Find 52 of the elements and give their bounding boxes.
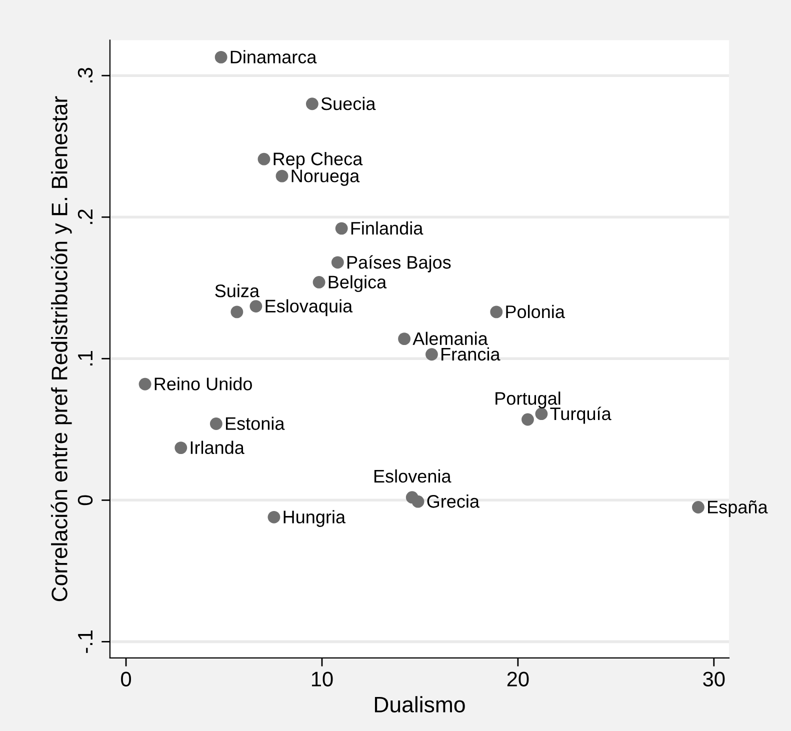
point (490, 306, 503, 318)
point (412, 495, 424, 508)
annotation: España (708, 500, 768, 518)
point (535, 408, 548, 420)
annotation: Belgica (328, 275, 387, 292)
x-tick-label: 0 (121, 672, 131, 686)
point (258, 152, 270, 166)
point (268, 510, 280, 524)
point (522, 413, 534, 426)
point (692, 501, 704, 514)
point (174, 442, 188, 454)
point (230, 306, 244, 318)
annotation: Suecia (321, 96, 376, 110)
annotation: Rep Checa (274, 152, 363, 169)
x-axis-title: Dualismo (374, 696, 465, 712)
annotation: Finlandia (351, 221, 424, 235)
x-tick-label: 20 (507, 672, 529, 686)
annotation: Países Bajos (347, 255, 451, 272)
point (214, 50, 228, 64)
y-tick-label: -.1 (78, 630, 92, 653)
point (138, 378, 152, 390)
x-tick-label: 30 (703, 672, 725, 686)
annotation: Francia (442, 347, 500, 361)
annotation: Eslovaquia (266, 299, 353, 316)
y-tick-label: .1 (78, 350, 92, 366)
x-tick-label: 10 (312, 672, 333, 686)
annotation: Noruega (292, 170, 360, 186)
annotation: Turquía (550, 406, 612, 424)
annotation: Estonia (226, 416, 285, 430)
y-axis-title: Correlación entre pref Redistribución y E. Bienestar (50, 96, 72, 602)
annotation: Reino Unido (154, 377, 252, 390)
annotation: Dinamarca (230, 50, 317, 64)
annotation: Hungria (284, 510, 346, 527)
annotation: Eslovenia (374, 469, 452, 483)
point (426, 348, 438, 361)
annotation: Suiza (215, 284, 260, 298)
annotation: Grecia (427, 494, 480, 508)
y-tick-label: .2 (78, 209, 92, 224)
point (335, 222, 348, 235)
annotation: Alemania (412, 332, 488, 346)
point (312, 276, 326, 288)
point (331, 256, 344, 269)
annotation: Irlanda (190, 440, 244, 454)
point (250, 300, 262, 312)
point (276, 170, 288, 182)
annotation: Portugal (496, 392, 560, 408)
y-tick-label: .3 (78, 68, 93, 82)
point (398, 332, 410, 346)
point (210, 418, 222, 430)
y-tick-label: 0 (78, 495, 93, 506)
point (306, 98, 318, 110)
annotation: Polonia (506, 304, 565, 318)
